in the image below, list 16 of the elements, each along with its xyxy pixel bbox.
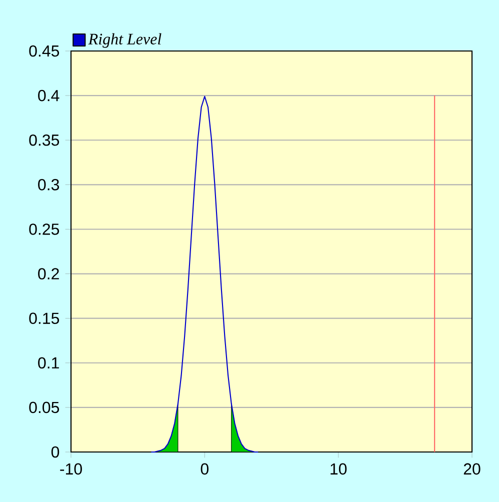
x-tick-label: 20 [464, 463, 480, 475]
x-tick-label: -10 [60, 463, 82, 475]
line-series [150, 96, 259, 453]
y-tick-label: 0 [51, 446, 60, 458]
y-tick-label: 0.35 [29, 134, 60, 146]
y-tick-label: 0.25 [29, 224, 60, 235]
y-tick-label: 0.15 [29, 312, 60, 324]
x-tick-label: 10 [330, 463, 347, 475]
legend-label: Right Level [88, 33, 162, 48]
y-tick-label: 0.45 [29, 45, 60, 57]
y-tick-label: 0.4 [38, 90, 60, 102]
x-tick-label: 0 [200, 463, 208, 475]
y-tick-label: 0.1 [38, 357, 59, 369]
y-tick-label: 0.2 [38, 268, 59, 280]
y-tick-label: 0.3 [38, 179, 60, 190]
y-tick-label: 0.05 [29, 402, 60, 414]
